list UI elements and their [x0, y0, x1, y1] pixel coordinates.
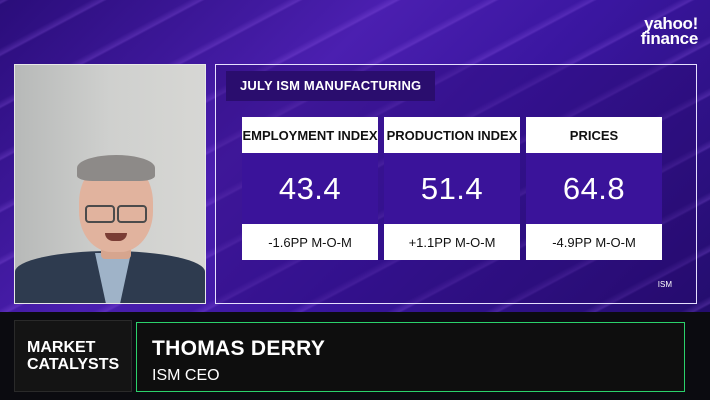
stat-change: +1.1PP M-O-M: [384, 224, 520, 260]
guest-glasses: [85, 205, 147, 223]
logo-line-1: yahoo!: [644, 14, 698, 33]
show-name-line-2: CATALYSTS: [27, 356, 120, 373]
show-name: MARKET CATALYSTS: [14, 320, 132, 392]
stat-label: PRICES: [526, 117, 662, 153]
lower-third: MARKET CATALYSTS THOMAS DERRY ISM CEO: [0, 312, 710, 400]
show-name-line-1: MARKET: [27, 339, 96, 356]
yahoo-finance-logo: yahoo! finance: [618, 14, 699, 48]
stat-value: 51.4: [384, 153, 520, 224]
stat-value: 43.4: [242, 153, 378, 224]
guest-title: ISM CEO: [152, 367, 220, 384]
guest-mouth: [105, 233, 127, 241]
stats-row: EMPLOYMENT INDEX 43.4 -1.6PP M-O-M PRODU…: [242, 117, 662, 260]
panel-title: JULY ISM MANUFACTURING: [226, 71, 436, 101]
ism-stats-panel: JULY ISM MANUFACTURING EMPLOYMENT INDEX …: [215, 64, 697, 304]
guest-hair: [77, 155, 155, 181]
stat-label: EMPLOYMENT INDEX: [242, 117, 378, 153]
stat-card-production: PRODUCTION INDEX 51.4 +1.1PP M-O-M: [384, 117, 520, 260]
guest-name: THOMAS DERRY: [152, 337, 326, 360]
logo-line-2: finance: [640, 29, 699, 48]
stat-card-prices: PRICES 64.8 -4.9PP M-O-M: [526, 117, 662, 260]
guest-video-feed: [14, 64, 206, 304]
stat-value: 64.8: [526, 153, 662, 224]
guest-nameplate: THOMAS DERRY ISM CEO: [136, 322, 685, 392]
stat-change: -4.9PP M-O-M: [526, 224, 662, 260]
stat-card-employment: EMPLOYMENT INDEX 43.4 -1.6PP M-O-M: [242, 117, 378, 260]
stat-change: -1.6PP M-O-M: [242, 224, 378, 260]
stat-label: PRODUCTION INDEX: [384, 117, 520, 153]
source-credit: ISM: [657, 280, 672, 289]
